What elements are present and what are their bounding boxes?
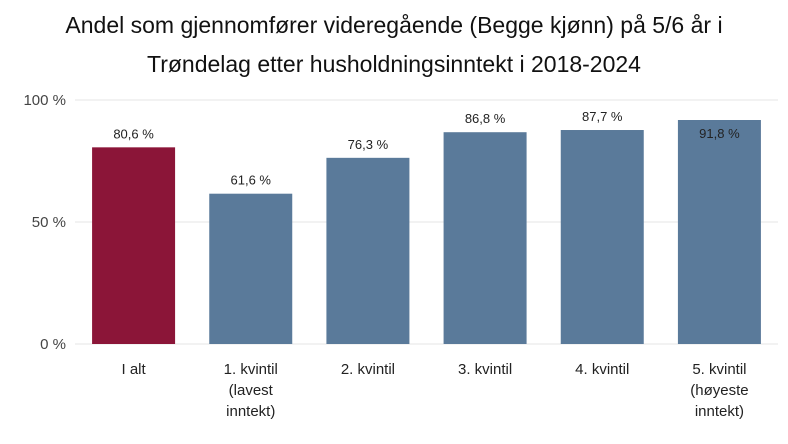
bar	[677, 120, 761, 345]
x-category-label-line: 3. kvintil	[458, 361, 512, 378]
x-category-label-line: I alt	[121, 361, 146, 378]
bar	[326, 157, 410, 344]
x-category-label-line: inntekt)	[695, 403, 744, 420]
data-labels: 80,6 % 61,6 % 76,3 % 86,8 % 87,7 % 91,8 %	[113, 109, 740, 188]
x-category-label: 1. kvintil (lavest inntekt)	[224, 361, 278, 420]
data-label: 86,8 %	[465, 111, 506, 126]
bar	[92, 147, 176, 344]
y-tick-label: 100 %	[23, 92, 66, 109]
chart-title-line-2: Trøndelag etter husholdningsinntekt i 20…	[147, 51, 641, 77]
x-category-label-line: inntekt)	[226, 403, 275, 420]
x-axis: I alt 1. kvintil (lavest inntekt) 2. kvintil…	[121, 361, 748, 420]
bar	[209, 193, 293, 344]
x-category-label: 5. kvintil (høyeste inntekt)	[690, 361, 748, 420]
data-label: 61,6 %	[231, 173, 272, 188]
x-category-label-line: (lavest	[229, 382, 274, 399]
x-category-label-line: 1. kvintil	[224, 361, 278, 378]
x-category-label: 3. kvintil	[458, 361, 512, 378]
x-category-label: 2. kvintil	[341, 361, 395, 378]
y-tick-label: 50 %	[32, 214, 66, 231]
chart-title-line-1: Andel som gjennomfører videregående (Beg…	[65, 12, 722, 38]
bars	[92, 120, 761, 345]
data-label: 80,6 %	[113, 126, 154, 141]
chart-title: Andel som gjennomfører videregående (Beg…	[65, 12, 722, 77]
bar	[443, 132, 527, 344]
bar	[560, 130, 644, 344]
x-category-label-line: (høyeste	[690, 382, 748, 399]
x-category-label: I alt	[121, 361, 146, 378]
x-category-label-line: 2. kvintil	[341, 361, 395, 378]
data-label: 87,7 %	[582, 109, 623, 124]
data-label: 91,8 %	[699, 126, 740, 141]
data-label: 76,3 %	[348, 137, 389, 152]
y-axis: 0 % 50 % 100 %	[23, 92, 66, 353]
x-category-label-line: 4. kvintil	[575, 361, 629, 378]
y-tick-label: 0 %	[40, 336, 66, 353]
gridlines	[75, 99, 778, 345]
x-category-label-line: 5. kvintil	[692, 361, 746, 378]
x-category-label: 4. kvintil	[575, 361, 629, 378]
